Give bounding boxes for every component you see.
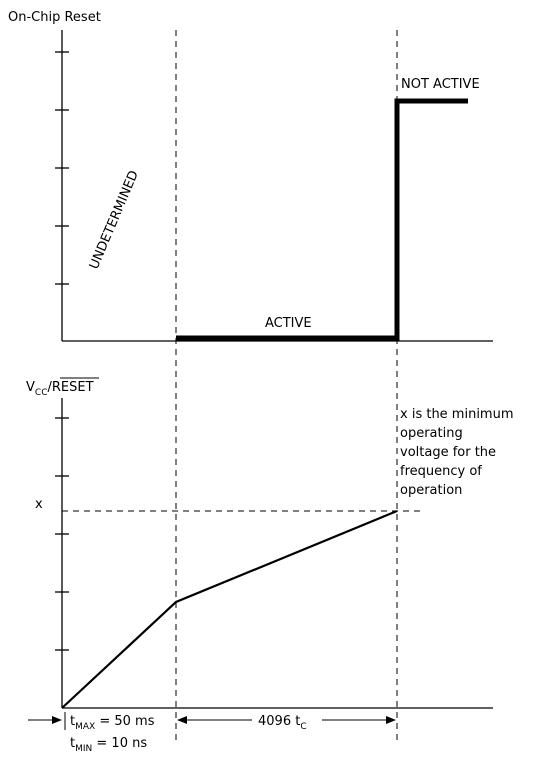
note-line-5: operation [400,483,462,498]
reset-signal-line [176,101,468,338]
x-marker-label: x [35,497,43,512]
active-label: ACTIVE [265,316,312,331]
not-active-label: NOT ACTIVE [401,77,480,92]
tmax-dimension [28,712,65,730]
bottom-ylabel: VCC/RESET [26,380,94,398]
interval-arrow-right [386,716,396,724]
interval-label: 4096 tC [258,714,307,732]
tmax-label: tMAX = 50 ms [70,714,155,732]
tmin-label: tMIN = 10 ns [70,736,147,754]
note-line-2: operating [400,426,463,441]
note-line-4: frequency of [400,464,482,479]
vcc-ramp-line [62,511,397,708]
note-line-1: x is the minimum [400,407,514,422]
undetermined-label: UNDETERMINED [87,168,142,271]
note-line-3: voltage for the [400,445,496,460]
note-text: x is the minimum operating voltage for t… [400,407,514,498]
top-ylabel: On-Chip Reset [8,10,101,25]
interval-arrow-left [177,716,187,724]
